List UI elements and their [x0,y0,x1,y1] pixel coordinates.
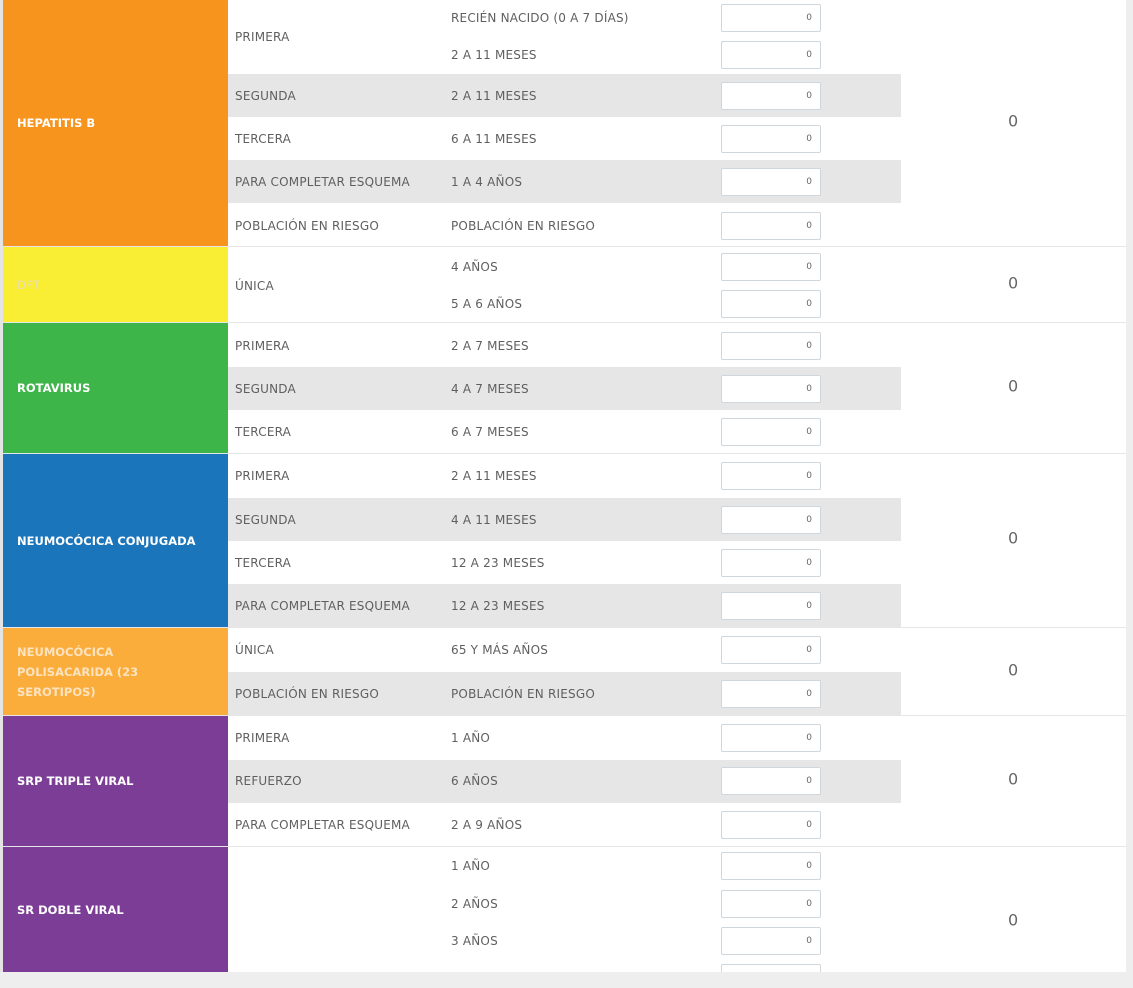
age-label: 1 A 4 AÑOS [451,175,523,189]
vaccine-group-hepatitis-b: HEPATITIS B PRIMERA RECIÉN NACIDO (0 A 7… [3,0,1126,247]
age-label: 12 A 23 MESES [451,599,545,613]
age-label: POBLACIÓN EN RIESGO [451,219,596,233]
dose-label: SEGUNDA [235,89,296,103]
group-total: 0 [1008,376,1019,396]
group-total: 0 [1008,660,1019,680]
vaccine-label-cell: SRP TRIPLE VIRAL [3,716,228,846]
age-label: 2 A 11 MESES [451,469,537,483]
dose-label: PRIMERA [235,731,290,745]
dose-label: TERCERA [235,132,292,146]
dose-count-input[interactable] [721,253,821,281]
vaccine-name: SRP TRIPLE VIRAL [17,774,134,788]
vaccine-label-cell: ROTAVIRUS [3,323,228,453]
dose-count-input[interactable] [721,767,821,795]
vaccine-group-rotavirus: ROTAVIRUS PRIMERA 2 A 7 MESES SEGUNDA 4 … [3,323,1126,454]
dose-count-input[interactable] [721,890,821,918]
dose-count-input[interactable] [721,82,821,110]
dose-count-input[interactable] [721,168,821,196]
age-label: 6 A 7 MESES [451,425,529,439]
vaccine-name: NEUMOCÓCICA POLISACARIDA (23 SEROTIPOS) [17,644,139,699]
vaccination-table: HEPATITIS B PRIMERA RECIÉN NACIDO (0 A 7… [0,0,1126,972]
age-label: 3 AÑOS [451,934,498,948]
age-label: 4 AÑOS [451,260,498,274]
dose-count-input[interactable] [721,636,821,664]
group-total: 0 [1008,273,1019,293]
group-total: 0 [1008,769,1019,789]
group-total: 0 [1008,528,1019,548]
age-label: 2 AÑOS [451,897,498,911]
vaccine-group-sr-doble-viral: SR DOBLE VIRAL 1 AÑO 2 AÑOS 3 AÑOS 0 [3,847,1126,972]
age-label: 2 A 11 MESES [451,48,537,62]
dose-label: TERCERA [235,425,292,439]
dose-label: PRIMERA [235,469,290,483]
dose-count-input[interactable] [721,418,821,446]
age-label: 1 AÑO [451,731,491,745]
dose-count-input[interactable] [721,811,821,839]
dose-label: ÚNICA [235,279,274,293]
age-label: 1 AÑO [451,859,491,873]
age-label: 5 A 6 AÑOS [451,297,523,311]
dose-count-input[interactable] [721,852,821,880]
age-label: 4 A 11 MESES [451,513,537,527]
dose-count-input[interactable] [721,549,821,577]
dose-count-input[interactable] [721,680,821,708]
dose-count-input[interactable] [721,212,821,240]
vaccine-name: NEUMOCÓCICA CONJUGADA [17,533,196,548]
dose-label: REFUERZO [235,774,302,788]
age-label: 2 A 7 MESES [451,339,529,353]
dose-count-input[interactable] [721,724,821,752]
vaccine-label-cell: SR DOBLE VIRAL [3,847,228,972]
dose-label: ÚNICA [235,643,274,657]
dose-count-input[interactable] [721,41,821,69]
dose-label: POBLACIÓN EN RIESGO [235,219,380,233]
dose-label: POBLACIÓN EN RIESGO [235,687,380,701]
dose-label: PRIMERA [235,30,290,44]
vaccine-name: DPT [17,277,40,292]
dose-count-input[interactable] [721,375,821,403]
dose-count-input[interactable] [721,290,821,318]
dose-count-input[interactable] [721,592,821,620]
dose-count-input[interactable] [721,506,821,534]
age-label: 65 Y MÁS AÑOS [451,643,549,657]
dose-count-input[interactable] [721,462,821,490]
vaccine-group-neumococica-conjugada: NEUMOCÓCICA CONJUGADA PRIMERA 2 A 11 MES… [3,454,1126,628]
vaccine-group-dpt: DPT ÚNICA 4 AÑOS 5 A 6 AÑOS 0 [3,247,1126,323]
dose-label: PARA COMPLETAR ESQUEMA [235,599,410,613]
dose-label: SEGUNDA [235,513,296,527]
age-label: RECIÉN NACIDO (0 A 7 DÍAS) [451,11,629,25]
dose-label: TERCERA [235,556,292,570]
dose-count-input[interactable] [721,4,821,32]
dose-count-input[interactable] [721,927,821,955]
age-label: 12 A 23 MESES [451,556,545,570]
group-total: 0 [1008,111,1019,131]
dose-count-input[interactable] [721,332,821,360]
vaccine-name: ROTAVIRUS [17,381,91,395]
age-label: 6 AÑOS [451,774,498,788]
vaccine-label-cell: DPT [3,247,228,322]
vaccine-name: SR DOBLE VIRAL [17,902,124,917]
vaccine-group-srp-triple-viral: SRP TRIPLE VIRAL PRIMERA 1 AÑO REFUERZO … [3,716,1126,847]
dose-count-input[interactable] [721,125,821,153]
age-label: 6 A 11 MESES [451,132,537,146]
dose-label: PRIMERA [235,339,290,353]
dose-label: SEGUNDA [235,382,296,396]
vaccine-name: HEPATITIS B [17,116,96,130]
dose-label: PARA COMPLETAR ESQUEMA [235,818,410,832]
vaccine-label-cell: NEUMOCÓCICA CONJUGADA [3,454,228,627]
dose-label: PARA COMPLETAR ESQUEMA [235,175,410,189]
age-label: 4 A 7 MESES [451,382,529,396]
age-label: POBLACIÓN EN RIESGO [451,687,596,701]
age-label: 2 A 11 MESES [451,89,537,103]
group-total: 0 [1008,910,1019,930]
age-label: 2 A 9 AÑOS [451,818,523,832]
vaccine-label-cell: NEUMOCÓCICA POLISACARIDA (23 SEROTIPOS) [3,628,228,715]
dose-count-input[interactable] [721,964,821,972]
vaccine-label-cell: HEPATITIS B [3,0,228,246]
vaccine-group-neumococica-polisacarida: NEUMOCÓCICA POLISACARIDA (23 SEROTIPOS) … [3,628,1126,716]
